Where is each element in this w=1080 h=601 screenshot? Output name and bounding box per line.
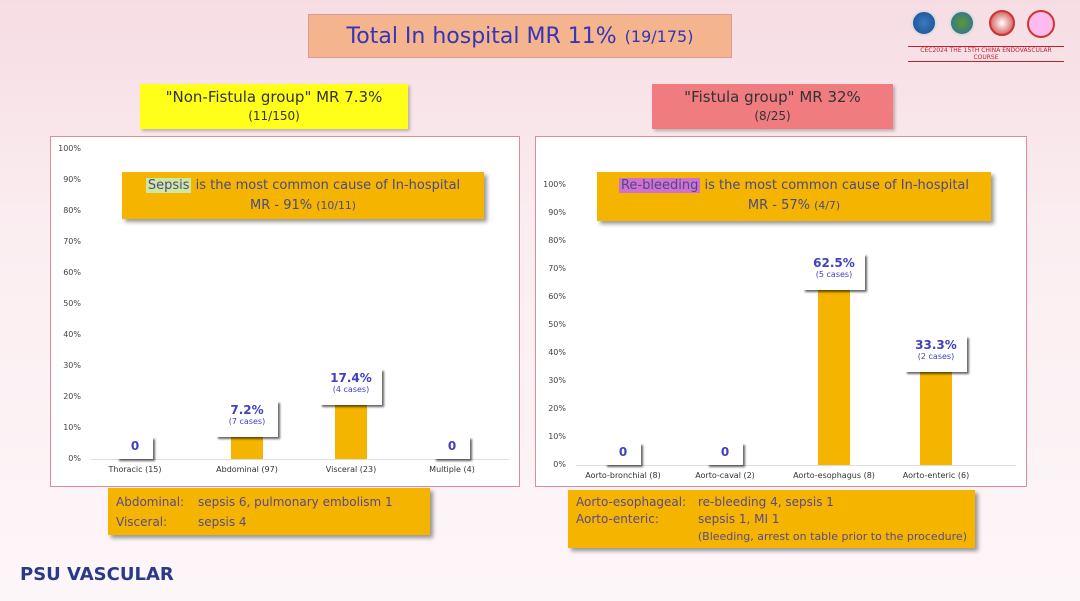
non-fistula-callout: Sepsis is the most common cause of In-ho… bbox=[122, 172, 484, 219]
logo-seal-4-icon bbox=[1027, 10, 1055, 38]
callout-rate: MR - 91% bbox=[250, 198, 313, 213]
data-label: 0 bbox=[117, 437, 153, 459]
fistula-notes: Aorto-esophageal: re-bleeding 4, sepsis 1… bbox=[568, 490, 975, 548]
data-label: 62.5% (5 cases) bbox=[803, 254, 865, 290]
note-row: Aorto-esophageal: re-bleeding 4, sepsis 1 bbox=[576, 494, 967, 511]
y-tick-label: 80% bbox=[63, 206, 81, 215]
logo-seal-1-icon bbox=[911, 10, 937, 36]
y-tick-label: 20% bbox=[63, 392, 81, 401]
title-fraction: (19/175) bbox=[624, 26, 694, 46]
psu-vascular-logo: PSU VASCULAR bbox=[20, 564, 174, 585]
callout-rate: MR - 57% bbox=[747, 198, 811, 213]
bar bbox=[818, 290, 850, 465]
data-label: 17.4% (4 cases) bbox=[320, 369, 382, 406]
x-tick-label: Aorto-enteric (6) bbox=[902, 471, 970, 480]
y-tick-label: 20% bbox=[548, 404, 566, 413]
note-key: Aorto-enteric: bbox=[576, 512, 659, 526]
data-sublabel: (4 cases) bbox=[332, 385, 370, 395]
y-tick-label: 50% bbox=[63, 299, 81, 308]
conference-logos bbox=[905, 8, 1065, 40]
data-label: 7.2% (7 cases) bbox=[216, 400, 278, 437]
fistula-callout: Re-bleeding is the most common cause of … bbox=[597, 172, 991, 221]
note-key: Aorto-esophageal: bbox=[576, 495, 687, 509]
x-tick-label: Aorto-bronchial (8) bbox=[585, 471, 661, 480]
x-tick-label: Multiple (4) bbox=[429, 465, 475, 474]
bar bbox=[231, 436, 263, 459]
y-tick-label: 40% bbox=[63, 330, 81, 339]
y-tick-label: 10% bbox=[63, 423, 81, 432]
note-value: sepsis 4 bbox=[198, 515, 247, 529]
x-tick-label: Visceral (23) bbox=[325, 465, 377, 474]
callout-text: is the most common cause of In-hospital bbox=[191, 178, 461, 193]
note-value: sepsis 6, pulmonary embolism 1 bbox=[198, 495, 393, 509]
note-key: Visceral: bbox=[116, 515, 168, 529]
data-sublabel: (7 cases) bbox=[228, 416, 266, 426]
bar bbox=[335, 405, 367, 459]
y-tick-label: 30% bbox=[548, 376, 566, 385]
highlight-cause: Re-bleeding bbox=[618, 178, 701, 193]
y-tick-label: 50% bbox=[548, 320, 566, 329]
data-sublabel: (2 cases) bbox=[917, 351, 955, 361]
bar bbox=[920, 371, 952, 465]
data-sublabel: (5 cases) bbox=[815, 270, 853, 279]
y-tick-label: 70% bbox=[63, 237, 81, 246]
y-tick-label: 100% bbox=[58, 144, 81, 153]
x-tick-label: Aorto-esophagus (8) bbox=[793, 471, 875, 480]
group-title: "Non-Fistula group" MR 7.3% bbox=[165, 88, 383, 106]
y-tick-label: 0% bbox=[68, 454, 81, 463]
x-tick-label: Abdominal (97) bbox=[216, 465, 278, 474]
y-tick-label: 40% bbox=[548, 348, 566, 357]
data-label: 0 bbox=[605, 443, 641, 465]
non-fistula-notes: Abdominal: sepsis 6, pulmonary embolism 1… bbox=[108, 488, 430, 535]
callout-fraction: (10/11) bbox=[316, 199, 356, 212]
callout-fraction: (4/7) bbox=[814, 199, 841, 212]
group-title: "Fistula group" MR 32% bbox=[684, 88, 861, 106]
callout-text: is the most common cause of In-hospital bbox=[700, 178, 970, 193]
note-extra: (Bleeding, arrest on table prior to the … bbox=[697, 530, 967, 543]
x-axis-line bbox=[91, 459, 509, 460]
main-title: Total In hospital MR 11% (19/175) bbox=[308, 14, 732, 58]
y-tick-label: 30% bbox=[63, 361, 81, 370]
x-tick-label: Thoracic (15) bbox=[108, 465, 162, 474]
x-axis-line bbox=[576, 465, 1016, 466]
note-value: sepsis 1, MI 1 bbox=[698, 512, 780, 526]
data-label: 0 bbox=[707, 443, 743, 465]
y-tick-label: 60% bbox=[548, 292, 566, 301]
highlight-cause: Sepsis bbox=[145, 178, 192, 193]
note-row: Abdominal: sepsis 6, pulmonary embolism 1 bbox=[116, 492, 422, 512]
y-tick-label: 80% bbox=[548, 236, 566, 245]
y-tick-label: 90% bbox=[63, 175, 81, 184]
y-tick-label: 0% bbox=[553, 460, 566, 469]
x-tick-label: Aorto-caval (2) bbox=[695, 471, 755, 480]
group-fraction: (8/25) bbox=[754, 109, 791, 123]
non-fistula-title: "Non-Fistula group" MR 7.3% (11/150) bbox=[140, 84, 408, 129]
fistula-title: "Fistula group" MR 32% (8/25) bbox=[652, 84, 893, 129]
logo-seal-3-icon bbox=[989, 10, 1015, 36]
y-tick-label: 60% bbox=[63, 268, 81, 277]
data-label: 0 bbox=[434, 437, 470, 459]
logo-seal-2-icon bbox=[949, 10, 975, 36]
note-value: re-bleeding 4, sepsis 1 bbox=[698, 495, 834, 509]
y-tick-label: 10% bbox=[548, 432, 566, 441]
y-tick-label: 70% bbox=[548, 264, 566, 273]
y-tick-label: 100% bbox=[543, 180, 566, 189]
note-row: Visceral: sepsis 4 bbox=[116, 512, 422, 532]
conference-name: CEC2024 THE 15TH CHINA ENDOVASCULAR COUR… bbox=[908, 46, 1064, 62]
logo-text: PSU VASCULAR bbox=[20, 564, 174, 585]
data-label: 33.3% (2 cases) bbox=[905, 335, 967, 372]
group-fraction: (11/150) bbox=[248, 109, 300, 123]
y-tick-label: 90% bbox=[548, 208, 566, 217]
title-text: Total In hospital MR 11% bbox=[346, 23, 617, 49]
note-row: Aorto-enteric: sepsis 1, MI 1 bbox=[576, 511, 967, 528]
note-key: Abdominal: bbox=[116, 495, 185, 509]
